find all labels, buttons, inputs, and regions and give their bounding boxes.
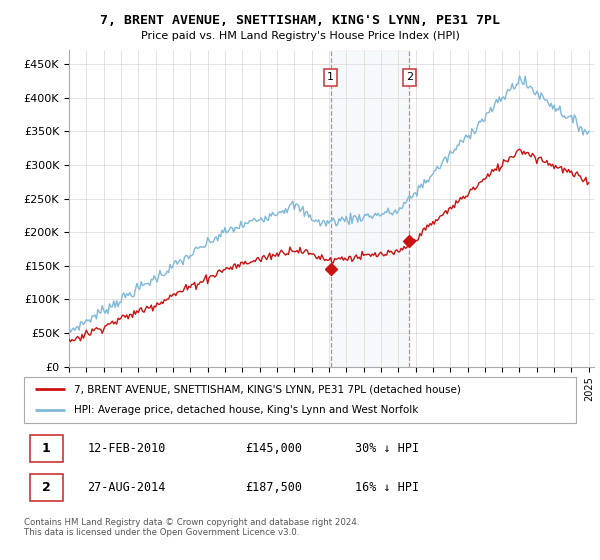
Text: 12-FEB-2010: 12-FEB-2010 xyxy=(88,442,166,455)
Text: £145,000: £145,000 xyxy=(245,442,302,455)
Text: 7, BRENT AVENUE, SNETTISHAM, KING'S LYNN, PE31 7PL (detached house): 7, BRENT AVENUE, SNETTISHAM, KING'S LYNN… xyxy=(74,384,461,394)
Text: 2: 2 xyxy=(406,72,413,82)
Text: 1: 1 xyxy=(42,442,50,455)
Bar xyxy=(29,435,62,463)
Bar xyxy=(331,50,409,367)
Bar xyxy=(29,474,62,501)
Text: £187,500: £187,500 xyxy=(245,481,302,494)
Text: 30% ↓ HPI: 30% ↓ HPI xyxy=(355,442,419,455)
Text: 1: 1 xyxy=(327,72,334,82)
Text: 2: 2 xyxy=(42,481,50,494)
Text: 7, BRENT AVENUE, SNETTISHAM, KING'S LYNN, PE31 7PL: 7, BRENT AVENUE, SNETTISHAM, KING'S LYNN… xyxy=(100,14,500,27)
Text: 16% ↓ HPI: 16% ↓ HPI xyxy=(355,481,419,494)
Text: HPI: Average price, detached house, King's Lynn and West Norfolk: HPI: Average price, detached house, King… xyxy=(74,405,418,416)
Text: Contains HM Land Registry data © Crown copyright and database right 2024.
This d: Contains HM Land Registry data © Crown c… xyxy=(24,518,359,538)
Text: Price paid vs. HM Land Registry's House Price Index (HPI): Price paid vs. HM Land Registry's House … xyxy=(140,31,460,41)
Text: 27-AUG-2014: 27-AUG-2014 xyxy=(88,481,166,494)
